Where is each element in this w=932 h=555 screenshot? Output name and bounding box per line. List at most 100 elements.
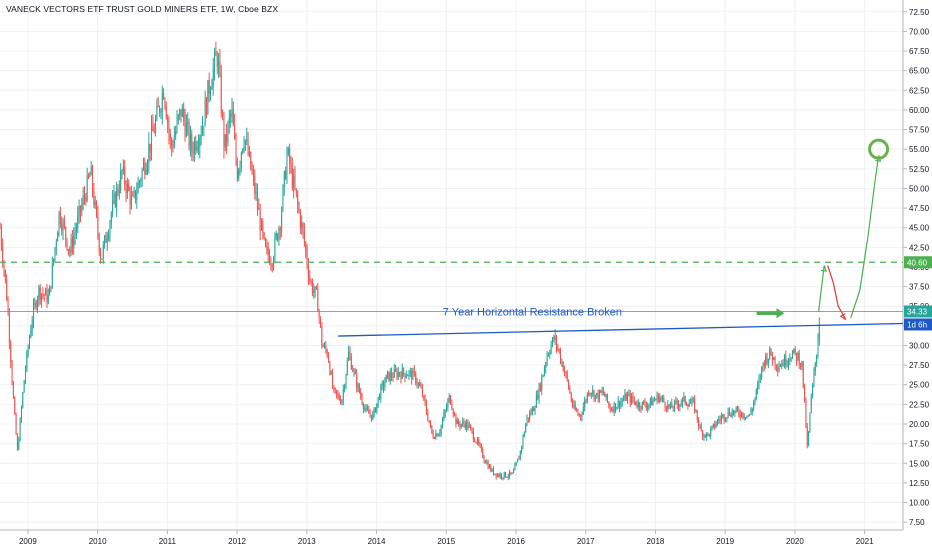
candle-body <box>531 408 533 414</box>
candle-body <box>81 204 83 213</box>
candle-body <box>128 183 130 191</box>
candle-body <box>405 375 407 378</box>
candle-body <box>505 472 507 478</box>
candle-body <box>342 389 344 401</box>
y-tick-label: 50.00 <box>909 184 930 193</box>
candle-body <box>387 371 389 375</box>
candle-body <box>136 193 138 200</box>
candle-body <box>73 236 75 249</box>
candle-body <box>573 404 575 407</box>
candle-body <box>180 109 182 117</box>
candle-body <box>392 376 394 378</box>
candle-body <box>676 401 678 405</box>
candle-body <box>173 137 175 148</box>
candle-body <box>34 302 36 306</box>
candle-body <box>423 396 425 398</box>
candle-body <box>600 390 602 393</box>
candle-body <box>385 374 387 383</box>
candle-body <box>766 355 768 364</box>
y-tick-label: 25.00 <box>909 381 930 390</box>
annotation-label: 7 Year Horizontal Resistance Broken <box>443 307 622 319</box>
candle-body <box>514 465 516 471</box>
candle-body <box>526 417 528 425</box>
candle-body <box>332 372 334 388</box>
candle-body <box>122 166 124 171</box>
candle-body <box>542 374 544 377</box>
candle-body <box>712 423 714 426</box>
candle-body <box>160 111 162 113</box>
candle-body <box>75 227 77 232</box>
candle-body <box>291 165 293 188</box>
candle-body <box>140 180 142 182</box>
target-circle <box>868 138 890 160</box>
candle-body <box>777 367 779 371</box>
candle-body <box>191 134 193 152</box>
candle-body <box>197 146 199 148</box>
candle-body <box>196 147 198 151</box>
candle-body <box>54 247 56 259</box>
candle-body <box>801 361 803 366</box>
candle-body <box>665 407 667 410</box>
candle-body <box>669 402 671 408</box>
candle-body <box>723 414 725 420</box>
candle-body <box>734 410 736 414</box>
y-tick-label: 37.50 <box>909 283 930 292</box>
candle-body <box>794 348 796 353</box>
candle-body <box>435 433 437 439</box>
candle-body <box>24 369 26 381</box>
candle-body <box>792 352 794 359</box>
candle-body <box>11 362 13 383</box>
candle-body <box>283 171 285 187</box>
candle-body <box>501 474 503 478</box>
candle-body <box>722 414 724 417</box>
candle-body <box>774 357 776 366</box>
candle-body <box>539 384 541 391</box>
candle-body <box>436 433 438 437</box>
candle-body <box>558 348 560 352</box>
candle-body <box>290 164 292 166</box>
candle-body <box>256 192 258 209</box>
candle-body <box>660 397 662 399</box>
candle-body <box>625 394 627 401</box>
candle-body <box>706 432 708 438</box>
candle-body <box>281 210 283 231</box>
candle-body <box>550 344 552 353</box>
candle-body <box>397 372 399 378</box>
candle-body <box>647 405 649 409</box>
candle-body <box>90 166 92 176</box>
candle-body <box>207 80 209 115</box>
candle-body <box>513 470 515 474</box>
candle-body <box>589 393 591 395</box>
candle-body <box>502 477 504 479</box>
candle-body <box>631 395 633 403</box>
candle-body <box>164 98 166 106</box>
candle-body <box>746 415 748 418</box>
candle-body <box>767 358 769 364</box>
candle-body <box>193 140 195 155</box>
candle-body <box>0 227 1 229</box>
candle-body <box>395 369 397 371</box>
candle-body <box>176 118 178 132</box>
candle-body <box>466 421 468 429</box>
candle-body <box>353 370 355 372</box>
candle-body <box>61 224 63 231</box>
candle-body <box>562 361 564 372</box>
candle-body <box>307 264 309 277</box>
candle-body <box>59 211 61 225</box>
candle-body <box>538 384 540 399</box>
candle-body <box>452 409 454 415</box>
candle-body <box>692 399 694 401</box>
candle-body <box>295 188 297 194</box>
candle-body <box>96 201 98 215</box>
candle-body <box>728 410 730 416</box>
candle-body <box>664 402 666 408</box>
annotation-arrow-head <box>776 308 785 319</box>
candle-body <box>206 99 208 115</box>
candle-body <box>478 439 480 445</box>
candle-body <box>793 348 795 353</box>
candle-body <box>78 206 80 216</box>
candle-body <box>503 472 505 478</box>
candle-body <box>388 371 390 381</box>
